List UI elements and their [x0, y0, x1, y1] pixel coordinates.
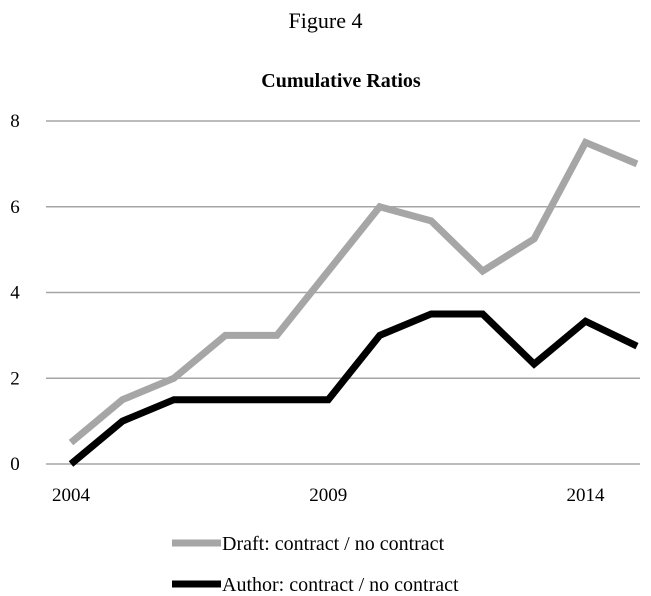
chart-title: Cumulative Ratios — [261, 70, 421, 92]
x-axis-ticks: 2004 2009 2014 — [52, 485, 605, 506]
y-tick-label: 8 — [10, 111, 20, 132]
x-tick-label: 2014 — [567, 485, 606, 506]
author-series-line — [68, 310, 639, 467]
y-tick-label: 0 — [10, 454, 20, 475]
draft-series-line — [68, 137, 639, 446]
x-tick-label: 2004 — [52, 485, 91, 506]
y-tick-label: 2 — [10, 368, 20, 389]
y-tick-label: 4 — [10, 283, 20, 304]
y-axis-ticks: 0 2 4 6 8 — [10, 111, 20, 475]
legend: Draft: contract / no contract Author: con… — [172, 533, 459, 596]
legend-label: Draft: contract / no contract — [222, 533, 445, 555]
legend-label: Author: contract / no contract — [222, 574, 459, 596]
x-tick-label: 2009 — [309, 485, 347, 506]
figure-caption: Figure 4 — [288, 8, 363, 33]
y-tick-label: 6 — [10, 197, 20, 218]
series-lines — [68, 137, 639, 467]
